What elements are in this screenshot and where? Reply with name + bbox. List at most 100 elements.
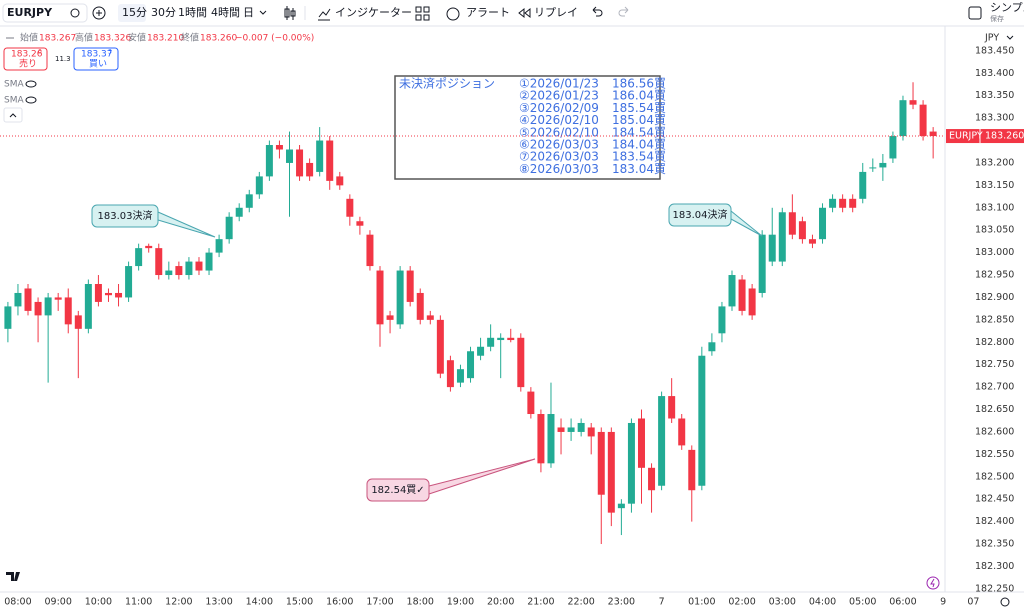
- layout-name[interactable]: シンプル: [990, 1, 1024, 14]
- layout-icon[interactable]: [415, 6, 430, 21]
- callout-pointer: [157, 211, 216, 238]
- settings-icon[interactable]: [1000, 597, 1010, 607]
- candle-body: [597, 431, 605, 495]
- candle-body: [467, 351, 475, 379]
- candle-body: [54, 297, 62, 300]
- legend-label: 始値: [20, 32, 38, 44]
- candle-body: [446, 360, 454, 388]
- interval[interactable]: 4時間: [211, 6, 240, 19]
- y-tick-label: 183.400: [975, 68, 1014, 79]
- callout-pointer: [730, 210, 763, 237]
- candle-body: [708, 342, 716, 352]
- candle-body: [14, 292, 22, 307]
- hidden-icon[interactable]: [25, 96, 37, 104]
- callout-box: [91, 204, 159, 228]
- candle-body: [195, 261, 203, 271]
- x-tick-label: 14:00: [246, 597, 273, 608]
- x-tick-label: 15:00: [286, 597, 313, 608]
- symbol-box[interactable]: [2, 3, 88, 23]
- callout-box: [668, 203, 732, 227]
- x-tick-label: 07: [967, 597, 979, 608]
- candle-body: [607, 431, 615, 513]
- candle-body: [517, 337, 525, 388]
- position-price: 183.54買: [612, 150, 666, 164]
- legend-value: 183.267: [39, 34, 76, 44]
- position-title: 未決済ポジション: [399, 76, 495, 91]
- callout-box: [366, 478, 430, 502]
- position-rows: ①2026/01/23 186.56買 ②2026/01/23 186.04買 ③202…: [519, 77, 666, 176]
- sell-button[interactable]: [3, 47, 48, 71]
- legend-label: 終値: [181, 32, 199, 44]
- position-price: 186.56買: [612, 77, 666, 91]
- x-tick-label: 18:00: [407, 597, 434, 608]
- callout-pointer: [428, 458, 536, 495]
- position-date: ②2026/01/23: [519, 89, 599, 103]
- candle-body: [577, 422, 585, 432]
- x-tick-label: 06:00: [889, 597, 916, 608]
- replay[interactable]: リプレイ: [534, 6, 578, 19]
- indicators[interactable]: インジケーター: [335, 6, 412, 19]
- alert[interactable]: アラート: [466, 6, 510, 19]
- callout-text: 183.04決済: [673, 208, 728, 221]
- chevron[interactable]: [259, 10, 267, 15]
- candle-body: [115, 292, 123, 298]
- candle-body: [185, 261, 193, 276]
- legend-value: 183.326: [94, 34, 131, 44]
- position-box: [394, 75, 661, 180]
- interval[interactable]: 15分: [122, 6, 147, 19]
- sell-sup: 0: [38, 49, 42, 56]
- y-tick-label: 182.250: [975, 583, 1014, 594]
- y-tick-label: 182.450: [975, 494, 1014, 505]
- legend-label: 安値: [128, 32, 146, 44]
- y-tick-label: 182.750: [975, 359, 1014, 370]
- candle-body: [356, 221, 364, 226]
- buy-button[interactable]: [73, 47, 119, 71]
- lightning-icon[interactable]: [926, 576, 940, 590]
- interval[interactable]: 1時間: [178, 6, 207, 19]
- symbol[interactable]: EURJPY: [7, 6, 53, 19]
- hidden-icon[interactable]: [25, 80, 37, 88]
- candle-body: [919, 104, 927, 137]
- undo[interactable]: [592, 6, 603, 17]
- candle-body: [406, 270, 414, 302]
- save[interactable]: 保存: [990, 14, 1004, 23]
- indicator-icon: [318, 8, 331, 21]
- x-tick-label: 08:00: [4, 597, 31, 608]
- candle-body: [798, 221, 806, 240]
- candle-body: [497, 337, 505, 341]
- x-tick-label: 10:00: [85, 597, 112, 608]
- x-tick-label: 13:00: [205, 597, 232, 608]
- y-tick-label: 182.350: [975, 539, 1014, 550]
- currency[interactable]: JPY: [984, 33, 999, 44]
- interval[interactable]: 30分: [151, 6, 176, 19]
- interval[interactable]: 日: [243, 6, 254, 19]
- collapse-button[interactable]: [3, 107, 23, 123]
- candle-body: [296, 149, 304, 177]
- sell-label: 売り: [19, 58, 37, 70]
- y-tick-label: 182.900: [975, 292, 1014, 303]
- candle-body: [426, 315, 434, 320]
- symbol-icon: [70, 8, 80, 18]
- candle-body: [436, 319, 444, 374]
- candle-body: [225, 216, 233, 240]
- x-tick-label: 11:00: [125, 597, 152, 608]
- candle-body: [567, 427, 575, 432]
- x-tick-label: 04:00: [809, 597, 836, 608]
- chart-type-icon[interactable]: [284, 6, 296, 20]
- candle-body: [728, 275, 736, 307]
- candle-body: [487, 337, 495, 347]
- y-tick-label: 182.500: [975, 471, 1014, 482]
- layout-square[interactable]: [968, 6, 982, 20]
- y-tick-label: 182.650: [975, 404, 1014, 415]
- y-tick-label: 182.550: [975, 449, 1014, 460]
- candle-body: [84, 283, 92, 329]
- add-icon[interactable]: [92, 6, 106, 20]
- redo[interactable]: [618, 6, 629, 17]
- x-tick-label: 09:00: [44, 597, 71, 608]
- candle-body: [155, 248, 163, 276]
- x-tick-label: 03:00: [769, 597, 796, 608]
- candle-body: [4, 306, 12, 329]
- candle-body: [859, 171, 867, 199]
- candle-body: [145, 245, 153, 249]
